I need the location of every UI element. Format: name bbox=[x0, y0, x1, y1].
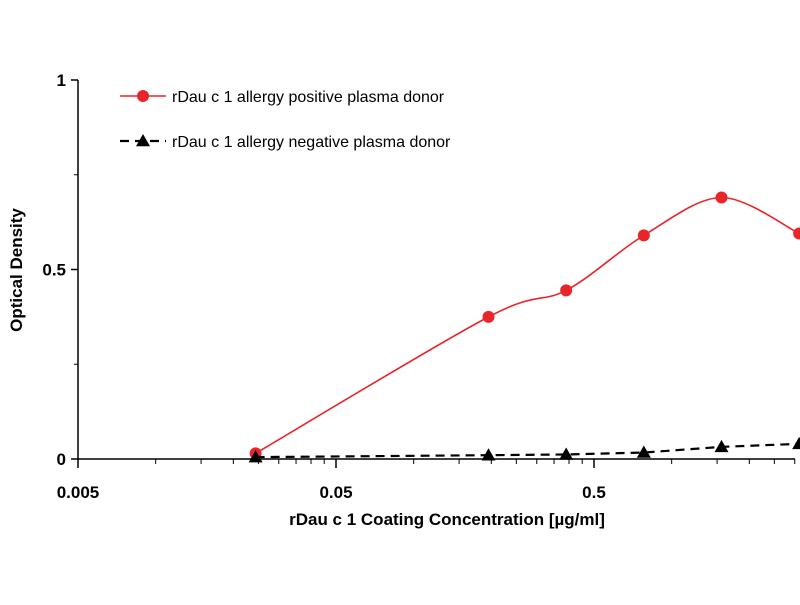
legend: rDau c 1 allergy positive plasma donor rD… bbox=[120, 89, 451, 151]
series-line bbox=[255, 196, 800, 455]
data-point bbox=[714, 439, 729, 453]
data-point bbox=[637, 229, 650, 242]
series bbox=[248, 191, 800, 463]
data-point bbox=[792, 436, 800, 450]
series-positive bbox=[249, 191, 800, 460]
data-point bbox=[248, 450, 263, 463]
x-tick-label: 0.05 bbox=[319, 483, 352, 502]
data-point bbox=[715, 191, 728, 204]
data-point bbox=[560, 284, 573, 297]
legend-marker bbox=[137, 90, 149, 102]
legend-label: rDau c 1 allergy negative plasma donor bbox=[172, 134, 451, 151]
y-tick-label: 0.5 bbox=[42, 261, 66, 280]
data-point bbox=[636, 445, 651, 458]
data-point bbox=[559, 447, 574, 460]
x-tick-label: 0.5 bbox=[582, 483, 606, 502]
y-tick-label: 1 bbox=[57, 71, 66, 90]
axis-ticks: 0 0.5 1 0.005 0.05 0.5 bbox=[42, 71, 796, 502]
data-point bbox=[793, 227, 800, 240]
series-negative bbox=[248, 436, 800, 463]
legend-label: rDau c 1 allergy positive plasma donor bbox=[172, 89, 445, 106]
x-axis-title: rDau c 1 Coating Concentration [µg/ml] bbox=[289, 510, 605, 529]
y-axis-title: Optical Density bbox=[7, 208, 26, 332]
data-point bbox=[481, 448, 496, 461]
legend-item: rDau c 1 allergy negative plasma donor bbox=[120, 134, 451, 151]
y-tick-label: 0 bbox=[57, 450, 66, 469]
series-line bbox=[255, 442, 800, 459]
x-tick-label: 0.005 bbox=[57, 483, 100, 502]
data-point bbox=[482, 310, 495, 323]
legend-marker bbox=[136, 134, 150, 147]
legend-item: rDau c 1 allergy positive plasma donor bbox=[120, 89, 445, 106]
